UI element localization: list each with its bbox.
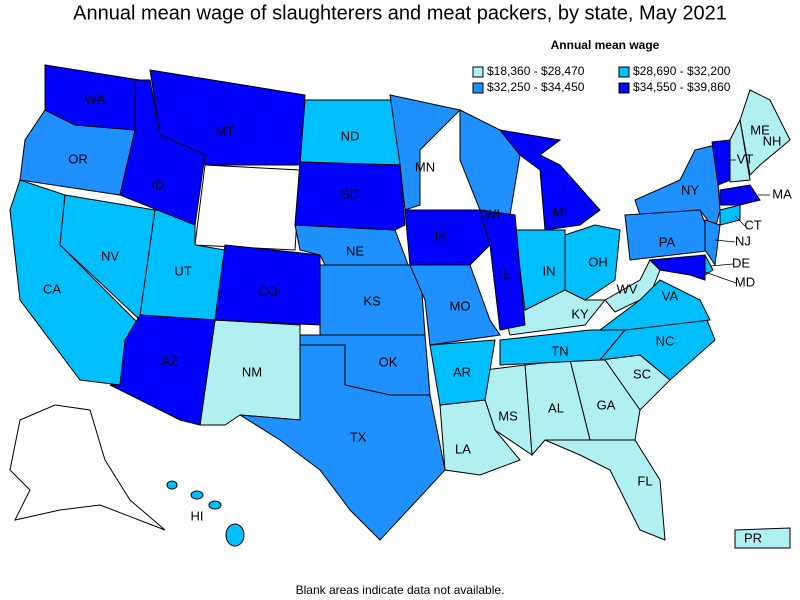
state [294, 161, 406, 231]
state [498, 129, 601, 231]
state-label: FL [637, 473, 652, 488]
state-label: NY [681, 182, 699, 197]
state-label: IL [500, 266, 511, 281]
state-label: SC [633, 366, 651, 381]
legend-label: $34,550 - $39,860 [633, 80, 731, 94]
state [214, 244, 321, 326]
state [711, 139, 731, 186]
state-label: ND [341, 128, 360, 143]
state-label: CT [744, 217, 761, 232]
state-blank [9, 404, 166, 531]
state-label: PR [744, 530, 762, 545]
state-label: WI [484, 206, 500, 221]
state [429, 339, 496, 406]
state-label: IN [543, 263, 556, 278]
state-label: PA [659, 234, 676, 249]
state-label: WA [85, 91, 106, 106]
state-label: MO [450, 298, 471, 313]
legend-swatch [472, 82, 484, 94]
state-label: MS [498, 408, 518, 423]
state-label: MD [735, 274, 755, 289]
state-label: NC [656, 333, 675, 348]
state [239, 344, 446, 541]
state-label: MN [415, 159, 435, 174]
state [598, 279, 711, 331]
state [719, 204, 741, 226]
state [564, 224, 621, 301]
state [44, 64, 141, 131]
legend-label: $32,250 - $34,450 [487, 80, 585, 94]
state-label: NJ [735, 233, 751, 248]
state-label: GA [597, 397, 616, 412]
leader-lines [704, 159, 770, 284]
state-label: NH [763, 133, 782, 148]
state [719, 184, 761, 206]
state [739, 89, 791, 177]
state [109, 314, 216, 426]
state-label: WV [617, 281, 638, 296]
state-label: VA [662, 288, 679, 303]
state [190, 490, 204, 500]
state-label: KS [363, 293, 381, 308]
state-label: CO [258, 283, 278, 298]
state [544, 439, 666, 541]
state [225, 523, 245, 547]
state-label: ME [750, 122, 770, 137]
state [704, 219, 721, 267]
legend-swatch [618, 66, 630, 78]
state [119, 79, 206, 226]
state-label: AL [548, 400, 564, 415]
state-label: ID [152, 177, 165, 192]
state-label: IA [435, 228, 448, 243]
state-label: NV [101, 248, 119, 263]
state-label: UT [174, 263, 191, 278]
state [166, 480, 178, 490]
legend-swatch [618, 82, 630, 94]
state [208, 500, 222, 510]
state-label: VT [737, 151, 754, 166]
state-label: AR [453, 364, 471, 379]
state-label: AZ [162, 353, 179, 368]
legend-title: Annual mean wage [551, 38, 660, 52]
state [648, 254, 706, 281]
state-label: SD [341, 186, 359, 201]
legend-label: $18,360 - $28,470 [487, 64, 585, 78]
state-label: LA [455, 441, 471, 456]
state-label: TX [350, 429, 367, 444]
state-label: NM [242, 364, 262, 379]
state-label: OR [68, 151, 88, 166]
state-label: DE [732, 255, 750, 270]
state-label: MT [216, 123, 235, 138]
title: Annual mean wage of slaughterers and mea… [73, 2, 727, 24]
legend-swatch [472, 66, 484, 78]
footnote: Blank areas indicate data not available. [296, 583, 505, 597]
state-label: KY [571, 306, 589, 321]
state-label: MA [772, 186, 792, 201]
state-blank [194, 164, 301, 251]
state-label: CA [43, 281, 61, 296]
state [459, 109, 521, 216]
state-label: TN [551, 343, 568, 358]
state-label: HI [191, 508, 204, 523]
state-label: NE [346, 243, 364, 258]
state-label: OH [588, 254, 608, 269]
state [479, 209, 526, 331]
state [404, 209, 491, 266]
state-label: OK [379, 354, 398, 369]
state [734, 527, 791, 549]
state-label: MI [553, 204, 567, 219]
legend-label: $28,690 - $32,200 [633, 64, 731, 78]
